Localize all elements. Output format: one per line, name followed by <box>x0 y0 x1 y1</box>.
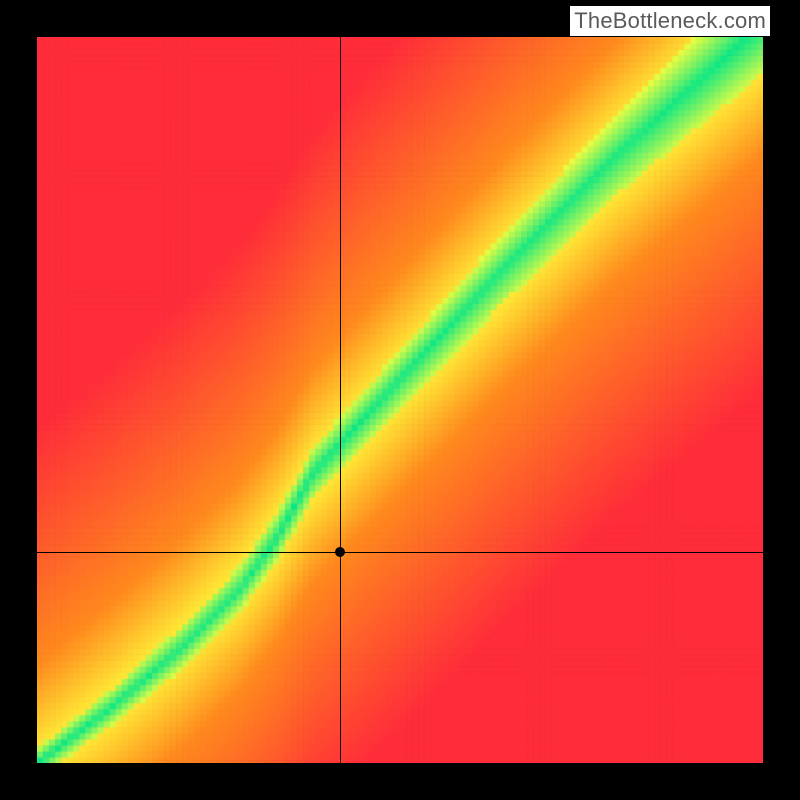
chart-container: TheBottleneck.com <box>0 0 800 800</box>
crosshair-marker <box>335 547 345 557</box>
crosshair-vertical <box>340 37 341 763</box>
bottleneck-heatmap <box>37 37 763 763</box>
crosshair-horizontal <box>37 552 763 553</box>
watermark-text: TheBottleneck.com <box>570 6 770 36</box>
